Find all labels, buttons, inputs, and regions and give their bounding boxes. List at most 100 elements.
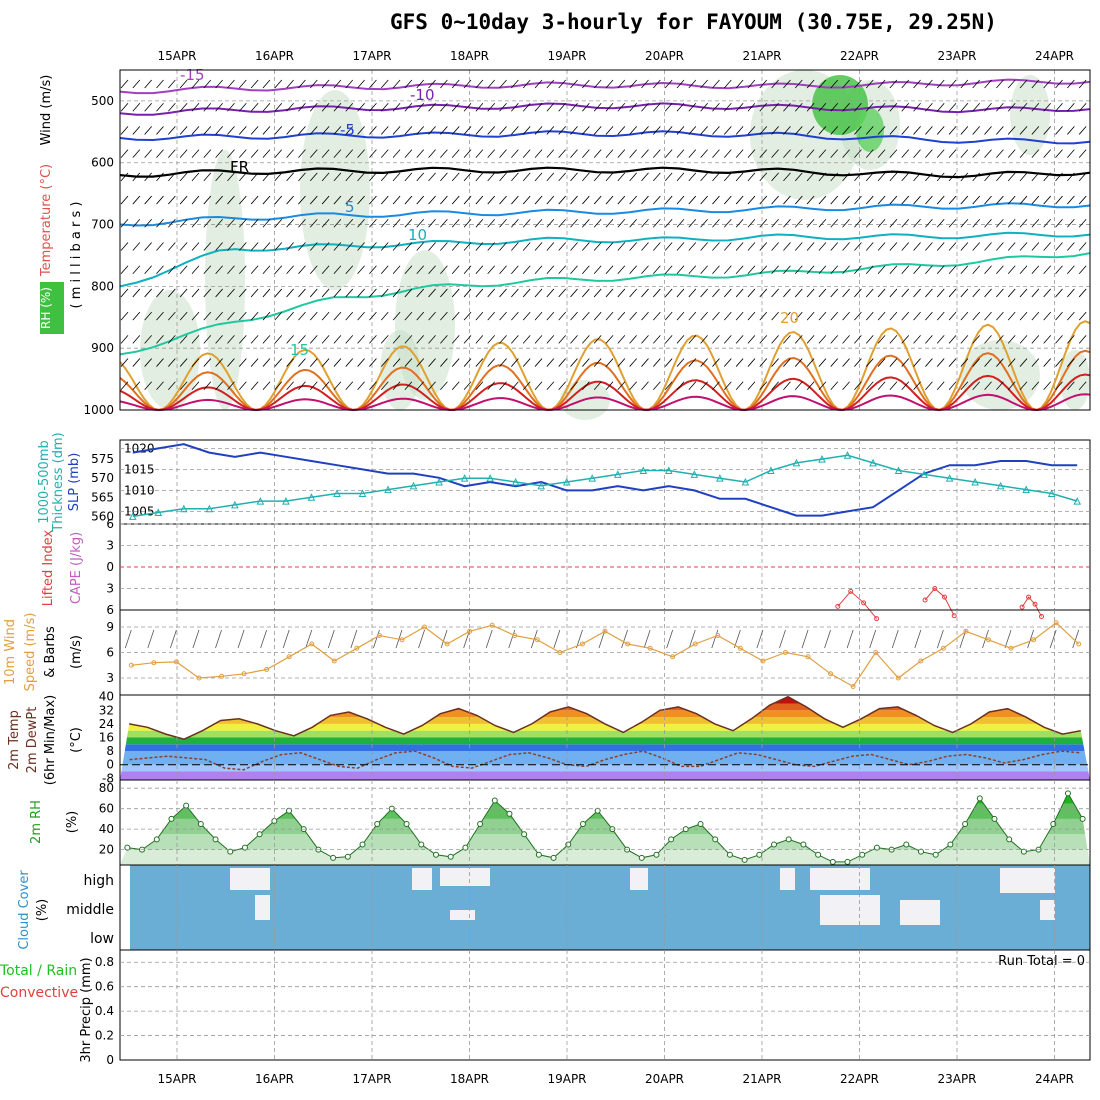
wind-barb bbox=[286, 149, 294, 158]
wind-barb bbox=[972, 242, 981, 251]
wind-speed-marker bbox=[489, 622, 495, 628]
wind-barb bbox=[842, 358, 850, 367]
wind-barb bbox=[511, 102, 519, 112]
li-marker bbox=[1026, 594, 1032, 600]
wind-barb bbox=[511, 381, 519, 391]
wind-barb bbox=[842, 149, 850, 158]
wind-barb bbox=[582, 149, 590, 158]
wind-barb bbox=[901, 288, 910, 298]
wind-barb bbox=[156, 149, 164, 158]
wind-barb bbox=[179, 126, 188, 135]
wind-barb bbox=[936, 102, 945, 112]
warm-isotherm-line bbox=[119, 349, 1091, 412]
li-marker bbox=[932, 586, 938, 591]
wind-barb bbox=[298, 311, 306, 321]
dewpt-axis-label: 2m DewPt bbox=[25, 707, 40, 774]
wind-barb bbox=[440, 311, 448, 321]
wind-barb bbox=[357, 195, 365, 205]
wind-speed-marker bbox=[760, 658, 766, 664]
wind-barb bbox=[215, 79, 223, 89]
wind-barb bbox=[865, 79, 874, 89]
temp-unit-label: (°C) bbox=[69, 727, 84, 753]
wind-barb bbox=[830, 126, 839, 135]
li-marker bbox=[1039, 613, 1044, 619]
wind-barb bbox=[499, 242, 507, 251]
wind-barb bbox=[191, 265, 200, 274]
precip-convective-label: Convective bbox=[0, 985, 78, 1001]
wind-barb bbox=[712, 172, 720, 182]
thickness-marker bbox=[358, 489, 367, 497]
wind-barb bbox=[168, 265, 176, 274]
wind-barb bbox=[250, 79, 259, 89]
rh-tick-label: 20 bbox=[99, 843, 114, 857]
wind-barb bbox=[806, 265, 815, 274]
wind-barb bbox=[1067, 242, 1075, 251]
wind-barb bbox=[783, 102, 791, 112]
wind-barb bbox=[1007, 242, 1016, 251]
wind-barb bbox=[1031, 195, 1040, 205]
wind-barb bbox=[499, 288, 507, 298]
wind-speed-marker bbox=[422, 624, 428, 630]
wind-barb bbox=[392, 149, 401, 158]
thickness-marker bbox=[945, 474, 954, 482]
wind-barb bbox=[984, 219, 992, 228]
wind-speed-marker bbox=[286, 654, 292, 660]
wind-barb bbox=[1019, 126, 1028, 135]
rh-marker bbox=[344, 853, 351, 860]
temp-band bbox=[120, 723, 1090, 731]
wind-barb bbox=[333, 265, 342, 274]
wind-speed-marker bbox=[602, 628, 608, 634]
wind-barb bbox=[653, 102, 661, 112]
wind-barb bbox=[1055, 265, 1063, 274]
wind-barb bbox=[972, 288, 981, 298]
wind-barb bbox=[688, 358, 697, 367]
cloud-unit-label: (%) bbox=[35, 899, 50, 922]
wind-barb bbox=[274, 219, 283, 228]
wind-barb bbox=[487, 149, 496, 158]
wind-barb bbox=[321, 335, 330, 344]
wind-barb bbox=[1055, 79, 1063, 89]
wind-barb bbox=[700, 195, 708, 205]
wind-barb bbox=[428, 265, 436, 274]
precip-tick-label: 0.2 bbox=[95, 1029, 114, 1043]
wind-barb bbox=[842, 335, 850, 344]
thickness-tick-label: 570 bbox=[91, 471, 114, 485]
wind-barb bbox=[605, 149, 614, 158]
rh-shading bbox=[205, 150, 245, 410]
wind-barb bbox=[144, 265, 152, 274]
wind-barb bbox=[238, 172, 247, 182]
wind-barb bbox=[629, 102, 637, 112]
wind-barb bbox=[1067, 265, 1075, 274]
wind-barb bbox=[570, 265, 578, 274]
wind-barb bbox=[1043, 311, 1051, 321]
rh-marker bbox=[462, 844, 469, 851]
wind-barb bbox=[1055, 195, 1063, 205]
wind-barb bbox=[582, 242, 590, 251]
wind-speed-marker bbox=[331, 658, 337, 664]
wind-barb bbox=[369, 102, 377, 112]
temp-axis-label: Temperature (°C) bbox=[39, 164, 54, 277]
wind-barb bbox=[877, 195, 886, 205]
x-tick-label-bottom: 24APR bbox=[1035, 1072, 1074, 1086]
wind-barb bbox=[723, 311, 732, 321]
wind-barb bbox=[806, 102, 815, 112]
wind-barb bbox=[144, 242, 152, 251]
wind-barb bbox=[238, 102, 247, 112]
wind-barb bbox=[617, 335, 626, 344]
wind-barb bbox=[960, 335, 969, 344]
wind-barb bbox=[1031, 358, 1040, 367]
rh-marker bbox=[771, 841, 778, 848]
wind-barb bbox=[806, 242, 815, 251]
wind-speed-marker bbox=[196, 675, 202, 681]
wind-barb bbox=[865, 288, 874, 298]
li-tick-label: 0 bbox=[106, 560, 114, 574]
wind-barb bbox=[428, 172, 436, 182]
wind-barb bbox=[818, 288, 827, 298]
wind-barb bbox=[700, 149, 708, 158]
wind-barb bbox=[286, 79, 294, 89]
wind-barb bbox=[676, 149, 685, 158]
wind-barb bbox=[641, 195, 649, 205]
rh-marker bbox=[697, 821, 704, 828]
wind-barb bbox=[605, 195, 614, 205]
wind-barb bbox=[889, 172, 898, 182]
